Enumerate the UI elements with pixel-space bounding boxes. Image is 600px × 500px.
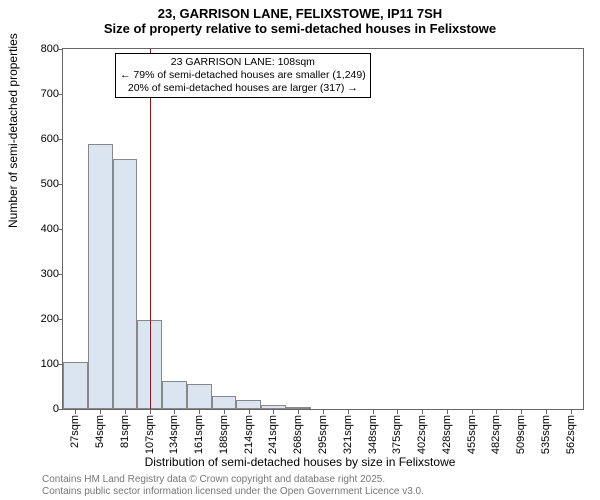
x-axis-label: Distribution of semi-detached houses by … [0, 455, 600, 469]
histogram-bar [187, 384, 212, 409]
x-tick-mark [100, 409, 101, 414]
x-tick-mark [373, 409, 374, 414]
y-tick-mark [58, 139, 63, 140]
x-tick-label: 27sqm [69, 415, 81, 448]
x-tick-mark [199, 409, 200, 414]
x-tick-mark [150, 409, 151, 414]
x-tick-label: 428sqm [441, 415, 453, 454]
x-tick-mark [521, 409, 522, 414]
x-tick-mark [323, 409, 324, 414]
histogram-bar [113, 159, 138, 409]
footer: Contains HM Land Registry data © Crown c… [42, 474, 424, 498]
footer-line2: Contains public sector information licen… [42, 486, 424, 498]
chart-title-main: 23, GARRISON LANE, FELIXSTOWE, IP11 7SH [0, 0, 600, 21]
annotation-line2: ← 79% of semi-detached houses are smalle… [120, 69, 366, 82]
x-tick-mark [174, 409, 175, 414]
x-tick-label: 455sqm [466, 415, 478, 454]
x-tick-label: 482sqm [490, 415, 502, 454]
plot-area: 010020030040050060070080027sqm54sqm81sqm… [62, 48, 584, 410]
x-tick-label: 107sqm [144, 415, 156, 454]
y-tick-mark [58, 274, 63, 275]
x-tick-label: 161sqm [193, 415, 205, 454]
x-tick-mark [273, 409, 274, 414]
x-tick-label: 134sqm [168, 415, 180, 454]
y-tick-mark [58, 319, 63, 320]
property-marker-line [150, 49, 151, 409]
annotation-line3: 20% of semi-detached houses are larger (… [120, 82, 366, 95]
x-tick-mark [546, 409, 547, 414]
chart-container: 23, GARRISON LANE, FELIXSTOWE, IP11 7SH … [0, 0, 600, 500]
x-tick-mark [249, 409, 250, 414]
x-tick-label: 509sqm [515, 415, 527, 454]
y-tick-mark [58, 94, 63, 95]
x-tick-label: 188sqm [218, 415, 230, 454]
y-tick-mark [58, 229, 63, 230]
x-tick-label: 214sqm [243, 415, 255, 454]
histogram-bar [162, 381, 187, 409]
x-tick-label: 321sqm [342, 415, 354, 454]
histogram-bar [212, 396, 237, 410]
y-axis-label: Number of semi-detached properties [6, 33, 20, 228]
x-tick-label: 375sqm [391, 415, 403, 454]
x-tick-label: 535sqm [540, 415, 552, 454]
x-tick-mark [397, 409, 398, 414]
x-tick-label: 241sqm [267, 415, 279, 454]
x-tick-label: 402sqm [416, 415, 428, 454]
annotation-line1: 23 GARRISON LANE: 108sqm [120, 56, 366, 69]
annotation-box: 23 GARRISON LANE: 108sqm ← 79% of semi-d… [115, 53, 371, 98]
y-tick-mark [58, 409, 63, 410]
x-tick-label: 295sqm [317, 415, 329, 454]
histogram-bar [63, 362, 88, 409]
x-tick-label: 562sqm [565, 415, 577, 454]
histogram-bar [88, 144, 113, 409]
footer-line1: Contains HM Land Registry data © Crown c… [42, 474, 424, 486]
x-tick-label: 348sqm [367, 415, 379, 454]
histogram-bar [236, 400, 261, 409]
x-tick-mark [75, 409, 76, 414]
x-tick-mark [224, 409, 225, 414]
x-tick-mark [472, 409, 473, 414]
chart-title-sub: Size of property relative to semi-detach… [0, 21, 600, 40]
x-tick-mark [422, 409, 423, 414]
x-tick-label: 54sqm [94, 415, 106, 448]
y-tick-mark [58, 49, 63, 50]
x-tick-mark [447, 409, 448, 414]
x-tick-mark [298, 409, 299, 414]
x-tick-mark [125, 409, 126, 414]
x-tick-mark [348, 409, 349, 414]
y-tick-mark [58, 184, 63, 185]
x-tick-mark [571, 409, 572, 414]
x-tick-label: 81sqm [119, 415, 131, 448]
x-tick-mark [496, 409, 497, 414]
x-tick-label: 268sqm [292, 415, 304, 454]
